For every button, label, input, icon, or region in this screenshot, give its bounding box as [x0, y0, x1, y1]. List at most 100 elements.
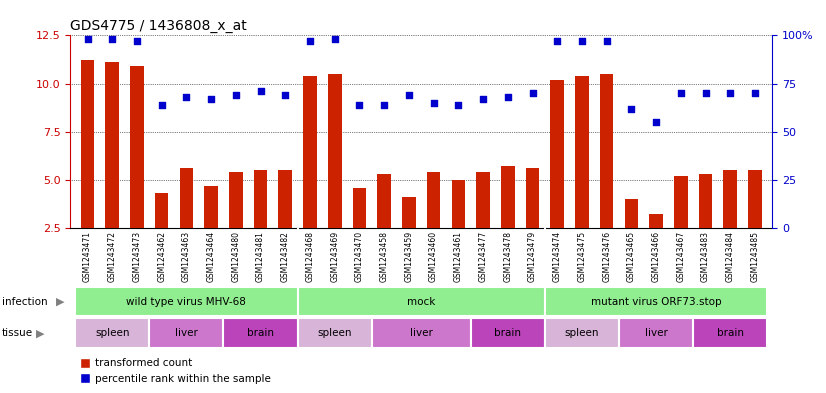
Point: [254, 88, 267, 94]
Bar: [545, 318, 619, 348]
Point: [600, 38, 613, 44]
Point: [649, 119, 662, 125]
Text: liver: liver: [410, 328, 433, 338]
Bar: [619, 318, 693, 348]
Text: GSM1243470: GSM1243470: [355, 231, 364, 282]
Point: [699, 90, 712, 96]
Text: GSM1243461: GSM1243461: [453, 231, 463, 282]
Bar: [75, 287, 297, 316]
Text: GSM1243466: GSM1243466: [652, 231, 661, 282]
Text: GSM1243484: GSM1243484: [726, 231, 735, 282]
Point: [81, 36, 94, 42]
Point: [131, 38, 144, 44]
Text: spleen: spleen: [565, 328, 599, 338]
Point: [205, 96, 218, 102]
Text: liver: liver: [644, 328, 667, 338]
Text: GSM1243463: GSM1243463: [182, 231, 191, 282]
Legend: transformed count, percentile rank within the sample: transformed count, percentile rank withi…: [75, 354, 275, 388]
Point: [576, 38, 589, 44]
Bar: [155, 193, 169, 228]
Bar: [452, 180, 465, 228]
Point: [551, 38, 564, 44]
Point: [501, 94, 515, 100]
Bar: [674, 176, 687, 228]
Text: GSM1243467: GSM1243467: [676, 231, 686, 282]
Point: [230, 92, 243, 98]
Point: [353, 101, 366, 108]
Text: GSM1243482: GSM1243482: [281, 231, 290, 282]
Bar: [106, 62, 119, 228]
Text: infection: infection: [2, 297, 47, 307]
Bar: [477, 172, 490, 228]
Point: [427, 99, 440, 106]
Point: [155, 101, 169, 108]
Text: GSM1243485: GSM1243485: [751, 231, 759, 282]
Text: GSM1243481: GSM1243481: [256, 231, 265, 282]
Text: GSM1243479: GSM1243479: [528, 231, 537, 282]
Text: GSM1243476: GSM1243476: [602, 231, 611, 282]
Point: [328, 36, 341, 42]
Bar: [649, 215, 663, 228]
Text: ▶: ▶: [36, 328, 44, 338]
Text: GSM1243468: GSM1243468: [306, 231, 315, 282]
Bar: [624, 199, 638, 228]
Point: [303, 38, 316, 44]
Point: [278, 92, 292, 98]
Point: [526, 90, 539, 96]
Point: [748, 90, 762, 96]
Point: [377, 101, 391, 108]
Bar: [724, 170, 737, 228]
Bar: [501, 166, 515, 228]
Text: GSM1243472: GSM1243472: [107, 231, 116, 282]
Bar: [297, 287, 545, 316]
Bar: [81, 61, 94, 228]
Point: [106, 36, 119, 42]
Text: GSM1243480: GSM1243480: [231, 231, 240, 282]
Text: GSM1243460: GSM1243460: [430, 231, 438, 282]
Text: brain: brain: [247, 328, 274, 338]
Text: GSM1243469: GSM1243469: [330, 231, 339, 282]
Point: [674, 90, 687, 96]
Point: [452, 101, 465, 108]
Bar: [550, 80, 564, 228]
Bar: [278, 170, 292, 228]
Bar: [600, 74, 614, 228]
Text: GSM1243477: GSM1243477: [478, 231, 487, 282]
Bar: [75, 318, 150, 348]
Text: GSM1243462: GSM1243462: [157, 231, 166, 282]
Text: GSM1243474: GSM1243474: [553, 231, 562, 282]
Bar: [575, 76, 589, 228]
Bar: [545, 287, 767, 316]
Text: GSM1243465: GSM1243465: [627, 231, 636, 282]
Bar: [254, 170, 268, 228]
Text: GSM1243483: GSM1243483: [701, 231, 710, 282]
Text: GSM1243471: GSM1243471: [83, 231, 92, 282]
Point: [180, 94, 193, 100]
Bar: [131, 66, 144, 228]
Bar: [328, 74, 341, 228]
Bar: [699, 174, 712, 228]
Bar: [297, 318, 372, 348]
Text: GSM1243458: GSM1243458: [380, 231, 389, 282]
Text: GSM1243459: GSM1243459: [405, 231, 413, 282]
Text: mock: mock: [407, 297, 435, 307]
Text: wild type virus MHV-68: wild type virus MHV-68: [126, 297, 246, 307]
Text: brain: brain: [717, 328, 743, 338]
Bar: [693, 318, 767, 348]
Bar: [471, 318, 545, 348]
Text: ▶: ▶: [56, 297, 64, 307]
Bar: [377, 174, 391, 228]
Bar: [372, 318, 471, 348]
Bar: [303, 76, 317, 228]
Bar: [525, 168, 539, 228]
Text: mutant virus ORF73.stop: mutant virus ORF73.stop: [591, 297, 721, 307]
Text: tissue: tissue: [2, 328, 33, 338]
Point: [624, 105, 638, 112]
Text: GSM1243464: GSM1243464: [206, 231, 216, 282]
Point: [477, 96, 490, 102]
Text: GDS4775 / 1436808_x_at: GDS4775 / 1436808_x_at: [70, 19, 247, 33]
Point: [724, 90, 737, 96]
Point: [402, 92, 415, 98]
Bar: [229, 172, 243, 228]
Bar: [179, 168, 193, 228]
